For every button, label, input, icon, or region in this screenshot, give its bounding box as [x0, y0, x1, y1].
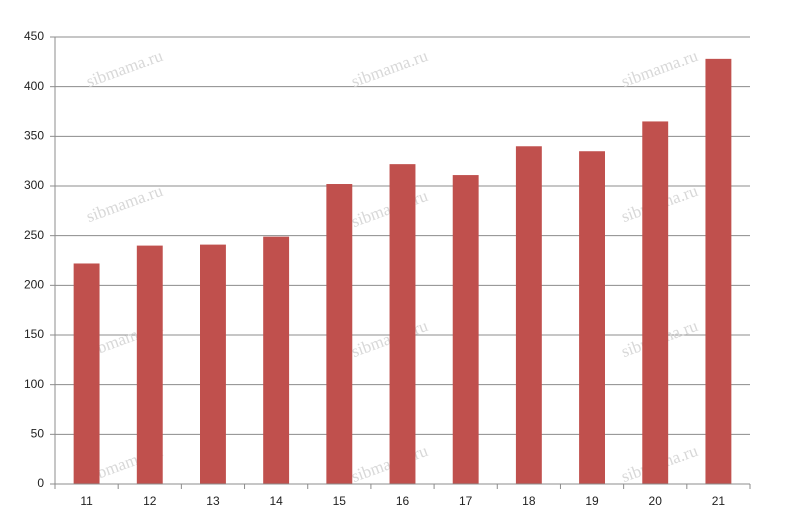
x-tick-label: 19	[585, 494, 599, 508]
watermark: sibmama.ru	[84, 46, 166, 91]
x-tick-label: 21	[712, 494, 726, 508]
y-tick-label: 450	[24, 29, 44, 43]
bar	[642, 121, 669, 484]
bar	[136, 245, 163, 484]
y-tick-label: 200	[24, 278, 44, 292]
x-tick-label: 15	[333, 494, 347, 508]
bar	[73, 263, 100, 484]
x-tick-label: 11	[80, 494, 93, 508]
x-tick-label: 14	[269, 494, 283, 508]
watermark: sibmama.ru	[349, 46, 431, 91]
bar	[452, 175, 479, 484]
x-tick-label: 18	[522, 494, 536, 508]
bar	[579, 151, 605, 484]
bar	[263, 236, 290, 484]
x-tick-label: 20	[649, 494, 663, 508]
x-tick-label: 16	[396, 494, 410, 508]
y-tick-label: 250	[24, 228, 44, 242]
watermark: sibmama.ru	[619, 46, 701, 91]
x-tick-label: 13	[206, 494, 220, 508]
x-tick-label: 17	[459, 494, 473, 508]
watermark: sibmama.ru	[84, 181, 166, 226]
y-tick-label: 350	[24, 129, 44, 143]
y-tick-label: 0	[37, 476, 44, 490]
y-tick-label: 300	[24, 178, 44, 192]
y-tick-label: 400	[24, 79, 44, 93]
x-tick-label: 12	[143, 494, 157, 508]
y-tick-label: 100	[24, 377, 44, 391]
y-tick-label: 150	[24, 327, 44, 341]
bar	[200, 244, 226, 484]
bar	[326, 184, 353, 484]
y-tick-label: 50	[31, 427, 45, 441]
bar	[705, 58, 732, 484]
bar	[389, 164, 416, 484]
bar	[515, 146, 542, 484]
